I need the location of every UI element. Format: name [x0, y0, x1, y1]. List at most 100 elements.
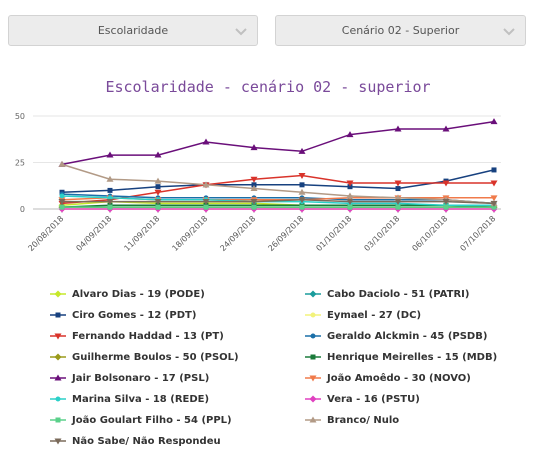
- data-point: [58, 160, 66, 167]
- data-point: [442, 180, 450, 187]
- data-point: [346, 131, 354, 138]
- data-point: [155, 184, 161, 190]
- data-point: [394, 199, 402, 206]
- legend-label: João Goulart Filho - 54 (PPL): [72, 414, 232, 426]
- data-point: [107, 204, 113, 210]
- chart-title: Escolaridade - cenário 02 - superior: [105, 78, 430, 96]
- data-point: [251, 182, 257, 188]
- x-tick-label: 18/09/2018: [170, 214, 209, 253]
- data-point: [490, 200, 498, 207]
- data-point: [58, 199, 66, 206]
- x-tick-label: 11/09/2018: [122, 214, 161, 253]
- data-point: [298, 197, 306, 204]
- series-line: [61, 204, 495, 208]
- series-line: [61, 193, 495, 205]
- legend-marker-icon: [50, 417, 66, 423]
- data-point: [347, 184, 353, 190]
- chevron-down-icon: [235, 28, 247, 36]
- legend-item[interactable]: João Amoêdo - 30 (NOVO): [305, 370, 471, 386]
- data-point: [154, 199, 162, 206]
- legend-marker-icon: [50, 374, 66, 381]
- data-point: [394, 180, 402, 187]
- series-13: [58, 160, 498, 206]
- data-point: [490, 118, 498, 125]
- data-point: [299, 182, 305, 188]
- cenario-dropdown[interactable]: Cenário 02 - Superior: [275, 15, 526, 46]
- legend-item[interactable]: Henrique Meirelles - 15 (MDB): [305, 349, 497, 365]
- legend-marker-icon: [50, 290, 66, 298]
- data-point: [155, 204, 161, 210]
- legend-item[interactable]: Geraldo Alckmin - 45 (PSDB): [305, 328, 487, 344]
- data-point: [394, 125, 402, 132]
- legend-item[interactable]: Marina Silva - 18 (REDE): [50, 391, 209, 407]
- data-point: [154, 189, 162, 196]
- legend-label: Vera - 16 (PSTU): [327, 393, 420, 405]
- legend-label: Henrique Meirelles - 15 (MDB): [327, 351, 498, 363]
- legend-label: Cabo Daciolo - 51 (PATRI): [327, 288, 470, 300]
- x-tick-label: 06/10/2018: [410, 214, 449, 253]
- line-chart: Escolaridade - cenário 02 - superior 0 25…: [15, 78, 501, 253]
- legend-item[interactable]: João Goulart Filho - 54 (PPL): [50, 412, 232, 428]
- legend-marker-icon: [305, 416, 321, 423]
- data-point: [250, 176, 258, 183]
- data-point: [106, 151, 114, 158]
- data-point: [395, 186, 401, 192]
- legend-label: Alvaro Dias - 19 (PODE): [72, 288, 205, 300]
- legend-item[interactable]: Não Sabe/ Não Respondeu: [50, 433, 221, 449]
- legend-marker-icon: [305, 312, 321, 318]
- series-line: [61, 163, 495, 205]
- data-point: [250, 199, 258, 206]
- legend-marker-icon: [50, 333, 66, 340]
- escolaridade-dropdown[interactable]: Escolaridade: [8, 15, 258, 46]
- data-point: [298, 188, 306, 195]
- legend-label: Jair Bolsonaro - 17 (PSL): [72, 372, 210, 384]
- data-point: [346, 180, 354, 187]
- data-point: [394, 194, 402, 201]
- series-line: [61, 120, 495, 166]
- legend-marker-icon: [50, 438, 66, 445]
- legend-item[interactable]: Fernando Haddad - 13 (PT): [50, 328, 224, 344]
- legend-item[interactable]: Branco/ Nulo: [305, 412, 399, 428]
- data-point: [106, 199, 114, 206]
- data-point: [59, 204, 65, 210]
- data-point: [443, 204, 449, 210]
- legend-item[interactable]: Cabo Daciolo - 51 (PATRI): [305, 286, 469, 302]
- legend-item[interactable]: Vera - 16 (PSTU): [305, 391, 420, 407]
- series-14: [58, 197, 498, 207]
- data-point: [202, 181, 210, 188]
- series-line: [62, 198, 495, 205]
- legend-marker-icon: [305, 395, 321, 403]
- legend-label: Branco/ Nulo: [327, 414, 400, 426]
- y-tick-label: 50: [15, 112, 25, 121]
- data-point: [491, 167, 497, 173]
- x-tick-label: 24/09/2018: [218, 214, 257, 253]
- legend-item[interactable]: Alvaro Dias - 19 (PODE): [50, 286, 205, 302]
- legend-item[interactable]: Eymael - 27 (DC): [305, 307, 421, 323]
- x-tick-label: 20/08/2018: [26, 214, 65, 253]
- legend-item[interactable]: Ciro Gomes - 12 (PDT): [50, 307, 196, 323]
- data-point: [203, 204, 209, 210]
- data-point: [154, 151, 162, 158]
- data-point: [250, 185, 258, 192]
- legend-label: Eymael - 27 (DC): [327, 309, 422, 321]
- series-line: [61, 174, 494, 205]
- legend-marker-icon: [305, 354, 321, 360]
- legend-label: Marina Silva - 18 (REDE): [72, 393, 210, 405]
- data-point: [346, 192, 354, 199]
- series-12: [59, 204, 497, 210]
- legend-marker-icon: [305, 375, 321, 382]
- data-point: [347, 204, 353, 210]
- x-tick-label: 07/10/2018: [458, 214, 497, 253]
- data-point: [250, 144, 258, 151]
- legend-label: Guilherme Boulos - 50 (PSOL): [72, 351, 239, 363]
- legend-label: Não Sabe/ Não Respondeu: [72, 435, 221, 447]
- chevron-down-icon: [503, 28, 515, 36]
- legend-label: Fernando Haddad - 13 (PT): [72, 330, 224, 342]
- y-tick-label: 25: [15, 159, 25, 168]
- escolaridade-dropdown-value: Escolaridade: [97, 24, 169, 37]
- legend-item[interactable]: Jair Bolsonaro - 17 (PSL): [50, 370, 209, 386]
- legend-item[interactable]: Guilherme Boulos - 50 (PSOL): [50, 349, 239, 365]
- data-point: [202, 199, 210, 206]
- data-point: [346, 199, 354, 206]
- data-point: [298, 147, 306, 154]
